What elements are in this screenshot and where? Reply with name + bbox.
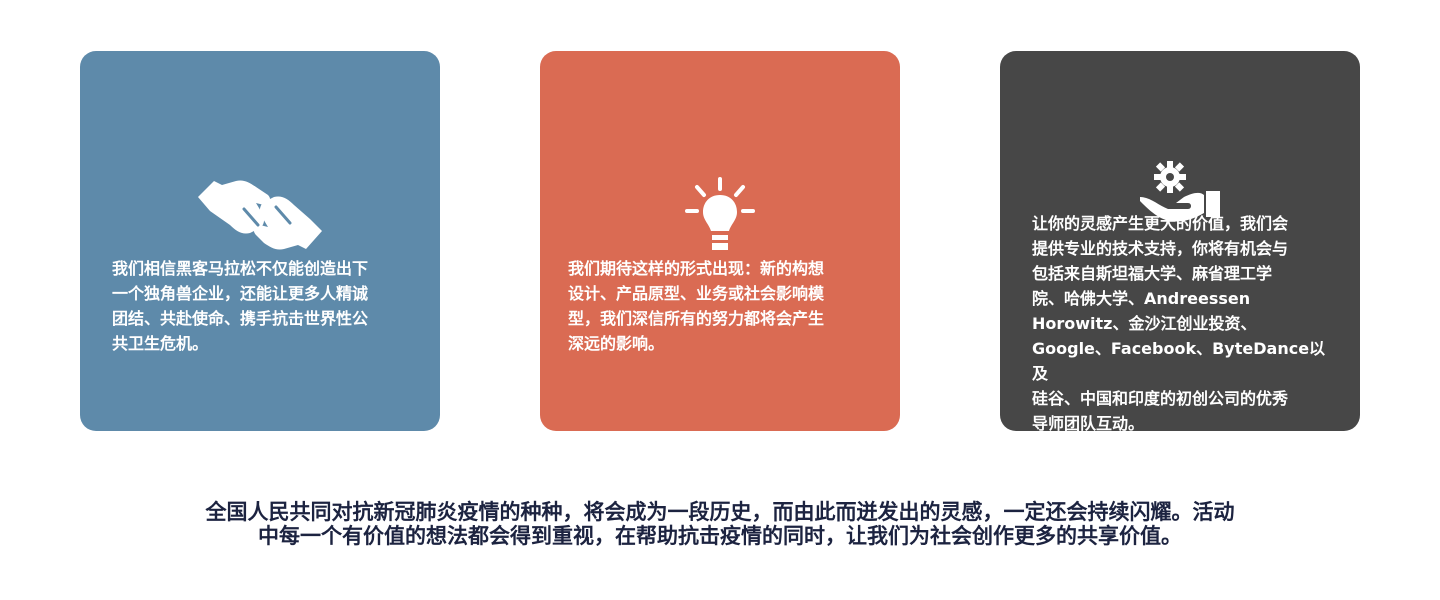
card-text: 我们期待这样的形式出现：新的构想 设计、产品原型、业务或社会影响模 型，我们深信… [568,259,825,353]
value-card-mentorship: 让你的灵感产生更大的价值，我们会 提供专业的技术支持，你将有机会与 包括来自斯坦… [1000,51,1360,433]
lightbulb-icon [685,177,755,257]
handshake-icon [196,175,324,261]
value-card-ideas: 我们期待这样的形式出现：新的构想 设计、产品原型、业务或社会影响模 型，我们深信… [540,51,900,431]
hand-gear-icon [1138,161,1222,233]
card-text: 让你的灵感产生更大的价值，我们会 提供专业的技术支持，你将有机会与 包括来自斯坦… [1032,214,1326,433]
value-card-cooperation: 我们相信黑客马拉松不仅能创造出下 一个独角兽企业，还能让更多人精诚 团结、共赴使… [80,51,440,431]
footer-statement: 全国人民共同对抗新冠肺炎疫情的种种，将会成为一段历史，而由此而迸发出的灵感，一定… [205,500,1235,548]
card-text: 我们相信黑客马拉松不仅能创造出下 一个独角兽企业，还能让更多人精诚 团结、共赴使… [112,259,369,353]
